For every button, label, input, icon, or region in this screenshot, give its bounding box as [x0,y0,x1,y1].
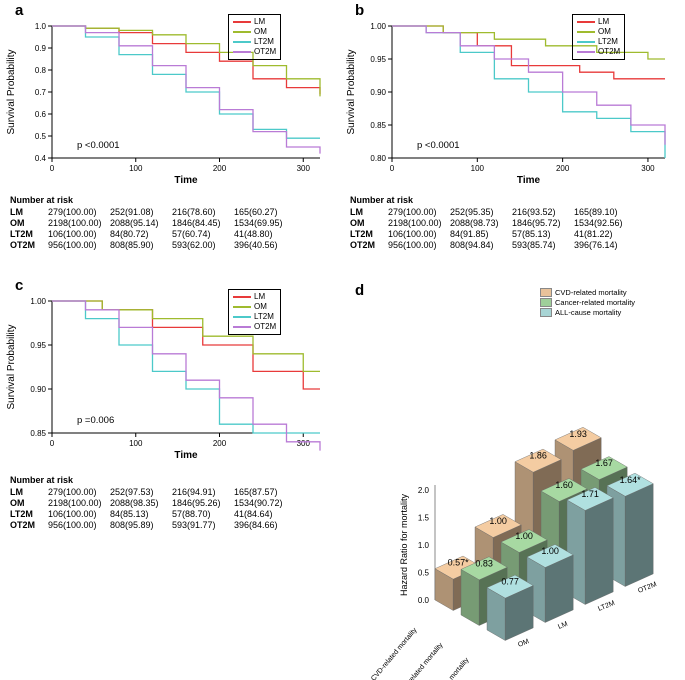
svg-text:0.95: 0.95 [30,341,46,350]
svg-text:p <0.0001: p <0.0001 [77,140,120,151]
svg-text:1.5: 1.5 [418,514,430,523]
svg-text:p =0.006: p =0.006 [77,415,114,426]
panel-c: c 0.85 0.90 0.95 1.00 0 100 200 300 Survival Pro… [0,275,340,535]
svg-text:0.7: 0.7 [35,88,47,97]
svg-text:1.67: 1.67 [595,458,613,468]
svg-text:Time: Time [517,175,541,186]
panel-b-label: b [355,2,364,19]
svg-text:OM: OM [517,638,530,649]
svg-text:Time: Time [174,450,198,461]
panel-c-label: c [15,277,23,294]
panel-a-label: a [15,2,23,19]
svg-text:0.85: 0.85 [30,429,46,438]
risk-table-c: Number at riskLM279(100.00)252(97.53)216… [10,475,296,531]
survival-chart-c: 0.85 0.90 0.95 1.00 0 100 200 300 Survival Proba… [0,293,340,463]
svg-text:1.00: 1.00 [489,516,507,526]
chart-c-legend: LMOMLT2MOT2M [228,289,281,335]
survival-chart-a: 0.4 0.5 0.6 0.7 0.8 0.9 1.0 0 100 200 300 Survival … [0,18,340,188]
svg-text:1.93: 1.93 [569,429,587,439]
svg-text:1.60: 1.60 [555,480,573,490]
svg-text:0.85: 0.85 [370,121,386,130]
svg-text:0.5: 0.5 [35,132,47,141]
svg-text:2.0: 2.0 [418,486,430,495]
svg-text:Hazard Ratio for mortality: Hazard Ratio for mortality [399,493,409,596]
svg-text:0.90: 0.90 [370,88,386,97]
svg-text:0.6: 0.6 [35,110,47,119]
svg-text:0.4: 0.4 [35,154,47,163]
chart-a-legend: LMOMLT2MOT2M [228,14,281,60]
svg-text:Time: Time [174,175,198,186]
svg-text:300: 300 [641,164,655,173]
svg-text:200: 200 [213,439,227,448]
svg-text:p <0.0001: p <0.0001 [417,140,460,151]
svg-text:1.00: 1.00 [30,297,46,306]
svg-text:1.86: 1.86 [529,451,547,461]
svg-text:LT2M: LT2M [597,600,616,613]
svg-text:300: 300 [297,439,311,448]
svg-text:OT2M: OT2M [637,581,658,595]
panel-a: a 0.4 0.5 0.6 0.7 0.8 0.9 1.0 0 100 200 300 Surviva… [0,0,340,280]
svg-text:0.90: 0.90 [30,385,46,394]
svg-text:0.8: 0.8 [35,66,47,75]
svg-text:0: 0 [50,164,55,173]
svg-text:0.80: 0.80 [370,154,386,163]
panel-b: b 0.80 0.85 0.90 0.95 1.00 0 100 200 300 Survival… [340,0,685,280]
svg-text:100: 100 [129,164,143,173]
svg-text:300: 300 [297,164,311,173]
bar3d-legend: CVD-related mortalityCancer-related mort… [540,288,635,318]
svg-text:1.00: 1.00 [370,22,386,31]
svg-text:1.0: 1.0 [418,541,430,550]
svg-text:0.57*: 0.57* [448,558,470,568]
panel-d: d 0.00.51.01.52.0Hazard Ratio for mortal… [340,280,685,680]
risk-table-b: Number at riskLM279(100.00)252(95.35)216… [350,195,636,251]
svg-text:200: 200 [556,164,570,173]
svg-text:1.64*: 1.64* [620,475,642,485]
svg-text:1.00: 1.00 [541,546,559,556]
svg-text:0.0: 0.0 [418,596,430,605]
chart-b-legend: LMOMLT2MOT2M [572,14,625,60]
svg-text:0.95: 0.95 [370,55,386,64]
svg-text:0: 0 [50,439,55,448]
svg-text:Survival Probability: Survival Probability [6,324,17,409]
svg-text:100: 100 [129,439,143,448]
svg-text:0.5: 0.5 [418,569,430,578]
risk-table-a: Number at riskLM279(100.00)252(91.08)216… [10,195,296,251]
survival-chart-b: 0.80 0.85 0.90 0.95 1.00 0 100 200 300 Survival P… [340,18,685,188]
svg-text:0.83: 0.83 [475,558,493,568]
svg-text:LM: LM [557,621,569,631]
svg-text:1.0: 1.0 [35,22,47,31]
svg-text:0.9: 0.9 [35,44,47,53]
svg-text:200: 200 [213,164,227,173]
svg-text:Survival Probability: Survival Probability [6,49,17,134]
bar3d-chart: 0.0 0.5 1.0 1.5 2.0 Hazard Ratio for mortalit… [340,280,685,680]
svg-text:0.77: 0.77 [501,577,519,587]
svg-text:0: 0 [390,164,395,173]
svg-text:CVD-related mortality: CVD-related mortality [370,626,419,680]
svg-text:Survival Probability: Survival Probability [346,49,357,134]
svg-text:1.00: 1.00 [515,531,533,541]
svg-text:100: 100 [471,164,485,173]
svg-text:1.71: 1.71 [581,489,599,499]
